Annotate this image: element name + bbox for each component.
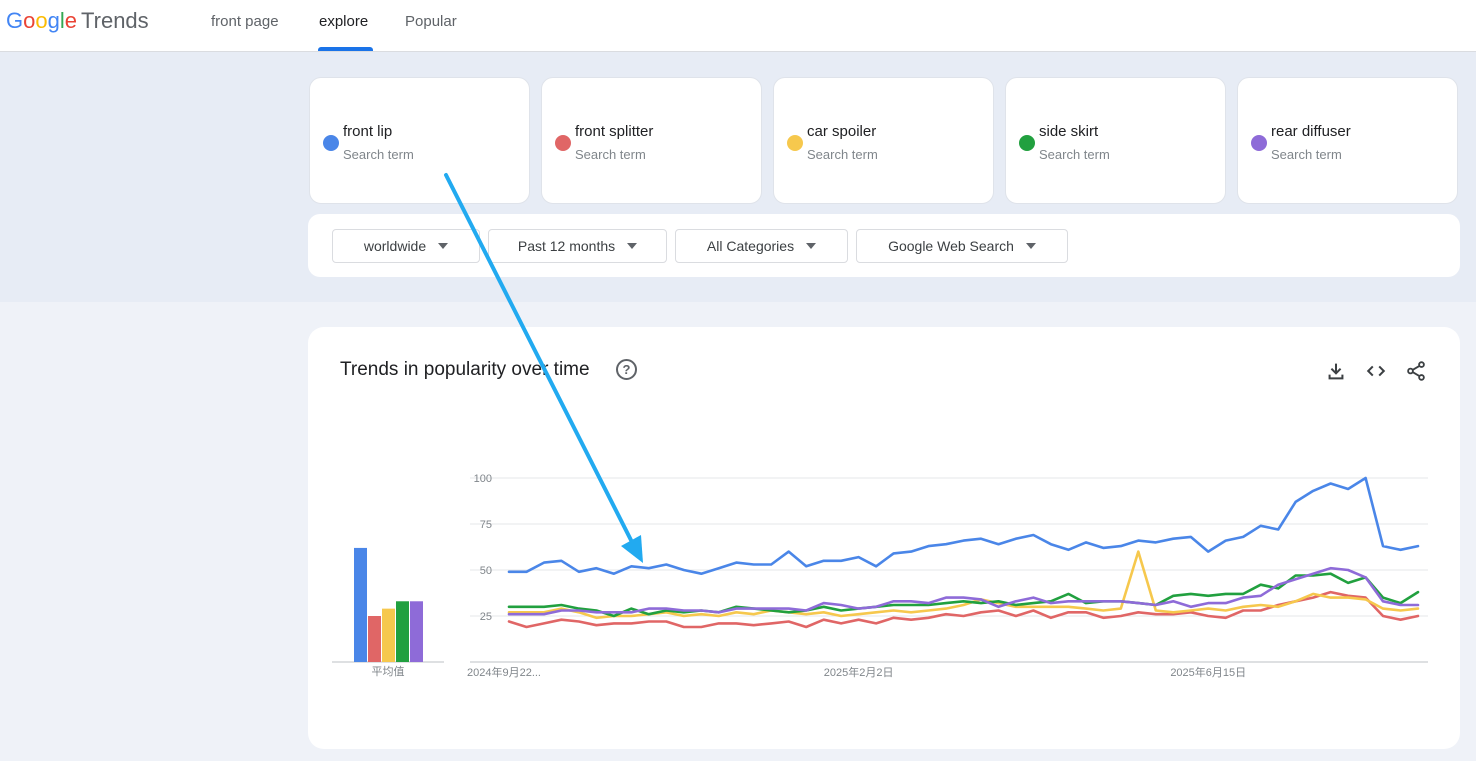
term-card-front-lip[interactable]: front lip Search term [309, 77, 530, 204]
x-tick-label: 2025年2月2日 [824, 665, 894, 679]
logo-google-text: Google [6, 8, 78, 33]
tab-popular[interactable]: Popular [405, 13, 457, 30]
term-name: side skirt [1039, 123, 1099, 140]
term-type-label: Search term [1271, 147, 1342, 162]
series-line-front-lip [507, 476, 1420, 576]
logo-trends-text: Trends [81, 8, 149, 33]
region-value: worldwide [363, 238, 427, 254]
term-color-dot [323, 135, 339, 151]
term-card-front-splitter[interactable]: front splitter Search term [541, 77, 762, 204]
term-name: car spoiler [807, 123, 877, 140]
y-tick-label: 75 [480, 519, 492, 531]
category-value: All Categories [706, 238, 795, 254]
average-bar-side-skirt [396, 601, 409, 662]
caret-down-icon [806, 243, 817, 249]
caret-down-icon [627, 243, 638, 249]
caret-down-icon [438, 243, 449, 249]
annotation-arrow-line [444, 173, 638, 552]
averages-label: 平均值 [372, 665, 405, 678]
series-line-side-skirt [507, 572, 1420, 618]
series-line-rear-diffuser [507, 566, 1420, 616]
y-tick-label: 50 [480, 565, 492, 577]
term-color-dot [1019, 135, 1035, 151]
embed-icon[interactable] [1365, 360, 1387, 382]
interest-over-time-card [308, 327, 1460, 749]
y-tick-label: 100 [474, 473, 492, 485]
search-property-dropdown[interactable]: Google Web Search [856, 229, 1068, 263]
term-card-side-skirt[interactable]: side skirt Search term [1005, 77, 1226, 204]
chart-title: Trends in popularity over time [340, 359, 590, 380]
average-bar-front-splitter [368, 616, 381, 662]
term-type-label: Search term [343, 147, 414, 162]
google-trends-logo[interactable]: Google Trends [6, 8, 149, 34]
term-name: front lip [343, 123, 393, 140]
tab-explore[interactable]: explore [319, 13, 369, 30]
annotation-arrow-head [621, 535, 643, 563]
average-bar-car-spoiler [382, 608, 395, 662]
top-bar: Google Trends front page explore Popular [0, 0, 1476, 52]
time-range-value: Past 12 months [517, 238, 616, 254]
download-icon[interactable] [1325, 360, 1347, 382]
term-name: front splitter [575, 123, 654, 140]
search-property-value: Google Web Search [888, 238, 1014, 254]
average-bar-rear-diffuser [410, 601, 423, 662]
term-name: rear diffuser [1271, 123, 1351, 140]
term-card-rear-diffuser[interactable]: rear diffuser Search term [1237, 77, 1458, 204]
term-color-dot [1251, 135, 1267, 151]
average-bar-front-lip [354, 547, 367, 662]
term-card-car-spoiler[interactable]: car spoiler Search term [773, 77, 994, 204]
term-type-label: Search term [575, 147, 646, 162]
term-type-label: Search term [807, 147, 878, 162]
region-dropdown[interactable]: worldwide [332, 229, 480, 263]
category-dropdown[interactable]: All Categories [675, 229, 848, 263]
x-tick-label: 2025年6月15日 [1170, 665, 1246, 679]
y-tick-label: 25 [480, 611, 492, 623]
time-range-dropdown[interactable]: Past 12 months [488, 229, 667, 263]
tab-front-page[interactable]: front page [211, 13, 279, 30]
active-tab-indicator [318, 47, 373, 51]
term-color-dot [555, 135, 571, 151]
caret-down-icon [1025, 243, 1036, 249]
share-icon[interactable] [1405, 360, 1427, 382]
series-line-front-splitter [507, 590, 1420, 629]
x-tick-label: 2024年9月22... [467, 665, 541, 679]
help-icon[interactable]: ? [616, 359, 637, 380]
term-type-label: Search term [1039, 147, 1110, 162]
term-color-dot [787, 135, 803, 151]
